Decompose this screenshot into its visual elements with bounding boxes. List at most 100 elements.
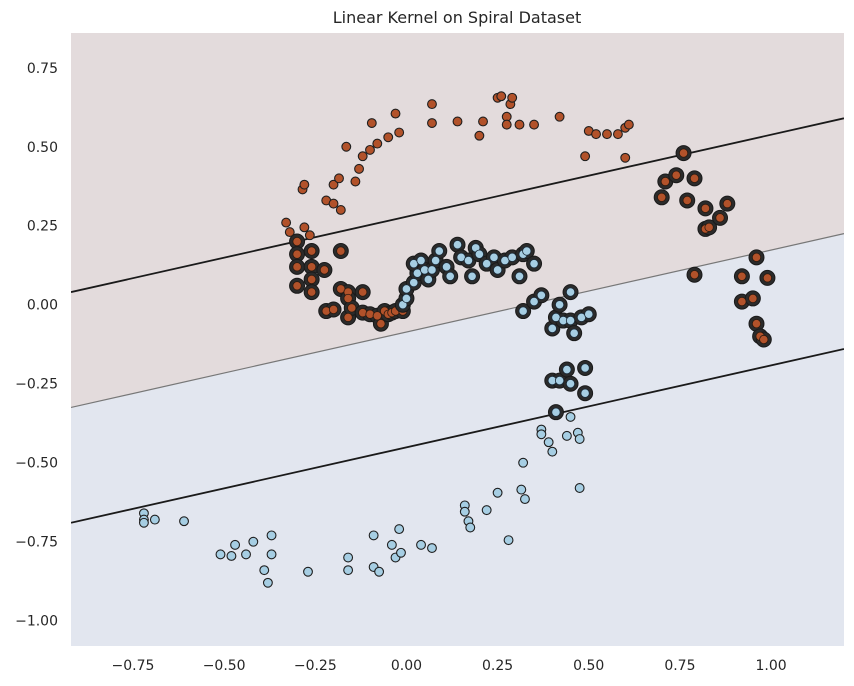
support-vector-point — [431, 255, 441, 266]
support-vector-point — [319, 265, 330, 275]
data-point — [452, 116, 463, 127]
support-vector-point — [518, 306, 528, 316]
data-point — [427, 543, 437, 553]
support-vector-point — [536, 290, 546, 300]
data-point — [620, 152, 631, 163]
y-tick-label: 0.50 — [27, 140, 58, 156]
support-vector-point — [689, 173, 700, 183]
data-point — [390, 108, 401, 119]
data-point — [547, 446, 558, 457]
y-tick-label: 0.25 — [27, 219, 58, 235]
data-point — [427, 118, 437, 129]
data-point — [328, 179, 339, 190]
support-vector-point — [700, 203, 711, 213]
lower-margin-line — [71, 348, 844, 524]
data-point — [474, 130, 485, 141]
support-vector-point — [522, 246, 532, 256]
support-vector-point — [529, 296, 539, 307]
support-vector-point — [751, 319, 762, 329]
data-point — [328, 198, 339, 209]
data-point — [516, 484, 527, 495]
data-point — [372, 138, 383, 149]
data-point — [496, 91, 507, 102]
support-vector-point — [580, 388, 590, 398]
support-vector-point — [292, 281, 302, 291]
x-tick-label: 0.50 — [573, 658, 604, 674]
data-point — [284, 227, 295, 238]
data-point — [465, 522, 476, 533]
data-point — [281, 217, 292, 228]
support-vector-point — [689, 270, 700, 280]
support-vector-point — [376, 319, 386, 329]
support-vector-point — [416, 255, 426, 266]
support-vector-point — [292, 236, 302, 247]
data-point — [612, 129, 623, 140]
data-point — [259, 565, 270, 576]
support-vector-point — [467, 271, 477, 281]
data-point — [215, 549, 226, 560]
support-vector-point — [562, 364, 572, 375]
data-point — [383, 132, 394, 143]
data-point — [368, 530, 379, 541]
support-vector-point — [748, 293, 758, 304]
data-point — [226, 550, 237, 561]
data-point — [230, 539, 241, 550]
support-vector-point — [759, 334, 769, 345]
support-vector-point — [554, 300, 565, 310]
support-vector-point — [307, 246, 317, 256]
data-point — [386, 539, 397, 550]
data-point — [536, 429, 547, 440]
data-point — [262, 577, 273, 588]
support-vector-point — [507, 252, 517, 262]
data-point — [602, 129, 612, 140]
support-vector-point — [307, 287, 317, 297]
data-point — [580, 151, 591, 162]
data-point — [299, 222, 310, 233]
x-tick-label: −0.50 — [203, 658, 246, 674]
support-vector-point — [452, 240, 463, 250]
support-vector-point — [569, 328, 579, 338]
data-point — [341, 141, 352, 152]
data-point — [561, 430, 572, 441]
data-point — [303, 566, 313, 577]
data-point — [365, 144, 375, 155]
data-point — [529, 119, 540, 130]
data-point — [543, 437, 554, 448]
y-tick-label: 0.75 — [27, 61, 58, 77]
support-vector-point — [445, 271, 455, 281]
data-point — [478, 116, 488, 127]
support-vector-point — [671, 170, 681, 180]
y-tick-label: −0.50 — [15, 456, 58, 472]
support-vector-point — [463, 255, 474, 266]
data-point — [366, 118, 377, 129]
support-vector-point — [482, 259, 492, 269]
data-point — [481, 505, 492, 516]
support-vector-point — [493, 265, 503, 275]
support-vector-point — [660, 176, 670, 187]
support-vector-point — [682, 195, 692, 206]
data-point — [501, 119, 512, 130]
data-point — [304, 230, 315, 241]
data-point — [241, 549, 251, 560]
support-vector-point — [554, 375, 565, 386]
y-axis: 0.75 0.50 0.25 0.00 −0.25 −0.50 −0.75 −1.00 — [15, 61, 58, 630]
support-vector-point — [307, 262, 317, 272]
support-vector-point — [584, 309, 594, 319]
support-vector-point — [489, 252, 499, 262]
support-vector-point — [358, 287, 368, 297]
x-tick-label: 0.00 — [391, 658, 422, 674]
data-point — [335, 204, 346, 215]
data-point — [179, 516, 189, 527]
data-point — [503, 535, 514, 546]
support-vector-point — [343, 293, 353, 304]
data-point — [518, 457, 529, 468]
data-point — [266, 530, 277, 541]
data-point — [343, 565, 354, 576]
upper-margin-line — [71, 117, 844, 293]
support-vector-point — [441, 262, 452, 272]
data-point — [520, 494, 530, 505]
data-point — [357, 151, 368, 162]
support-vector-point — [737, 296, 747, 307]
support-vector-point — [347, 303, 357, 313]
